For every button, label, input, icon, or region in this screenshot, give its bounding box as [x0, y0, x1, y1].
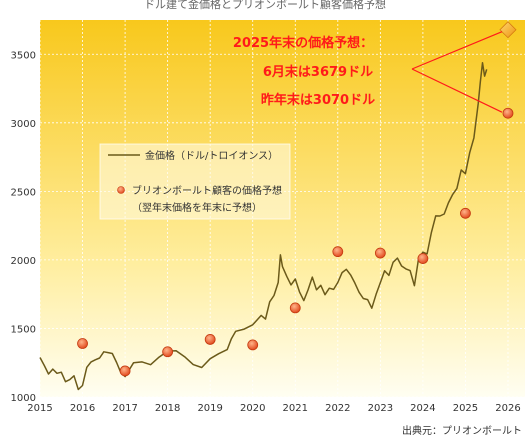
x-tick-label: 2020: [240, 403, 265, 414]
y-tick-label: 3000: [11, 119, 36, 130]
y-tick-label: 2000: [11, 256, 36, 267]
series-layer: [39, 21, 517, 391]
x-tick-label: 2026: [495, 403, 520, 414]
forecast-point: [332, 246, 344, 258]
x-tick-label: 2025: [453, 403, 478, 414]
forecast-point: [374, 247, 386, 259]
legend: 金価格（ドル/トロイオンス） ブリオンボールト顧客の価格予想 （翌年末価格を年末…: [99, 143, 291, 220]
axis-tick-labels: 1000 1500 2000 2500 3000 3500 2015 2016 2017 2018…: [11, 50, 521, 414]
y-tick-label: 3500: [11, 50, 36, 61]
forecast-point: [502, 107, 514, 119]
x-tick-label: 2018: [155, 403, 180, 414]
forecast-point: [119, 365, 131, 377]
x-tick-label: 2016: [70, 403, 95, 414]
legend-forecast-label: ブリオンボールト顧客の価格予想: [132, 184, 282, 197]
annotation-text-line: 6月末は3679ドル: [263, 64, 373, 80]
forecast-point: [204, 334, 216, 345]
annotation-pointer-6m: [411, 31, 503, 70]
x-tick-label: 2024: [410, 403, 435, 414]
x-tick-label: 2015: [27, 403, 52, 414]
x-tick-label: 2019: [197, 403, 222, 414]
forecast-point: [247, 339, 259, 351]
x-tick-label: 2023: [368, 403, 393, 414]
forecast-point: [162, 346, 174, 358]
source-note: 出典元：プリオンボールト: [402, 424, 522, 437]
legend-forecast-marker: [117, 186, 125, 194]
forecast-point: [417, 253, 429, 264]
y-tick-label: 1000: [11, 393, 36, 404]
annotation-text-line: 2025年末の価格予想：: [233, 35, 373, 51]
legend-box: [99, 143, 291, 220]
forecast-point: [460, 207, 471, 219]
annotation-pointer-ye: [411, 68, 503, 113]
highlight-forecast-marker: [499, 21, 517, 39]
forecast-point: [289, 302, 301, 314]
gold-price-line: [39, 62, 488, 391]
y-tick-label: 1500: [11, 324, 36, 335]
legend-forecast-sublabel: （翌年末価格を年末に予想）: [132, 201, 262, 214]
x-tick-label: 2022: [325, 403, 350, 414]
chart-title: ドル建て金価格とプリオンボールト顧客価格予想: [144, 0, 386, 11]
forecast-point: [77, 338, 88, 349]
annotation-text-line: 昨年末は3070ドル: [261, 92, 375, 108]
y-tick-label: 2500: [11, 187, 36, 198]
x-tick-label: 2017: [112, 403, 137, 414]
legend-gold-label: 金価格（ドル/トロイオンス）: [145, 149, 278, 162]
x-tick-label: 2021: [283, 403, 308, 414]
